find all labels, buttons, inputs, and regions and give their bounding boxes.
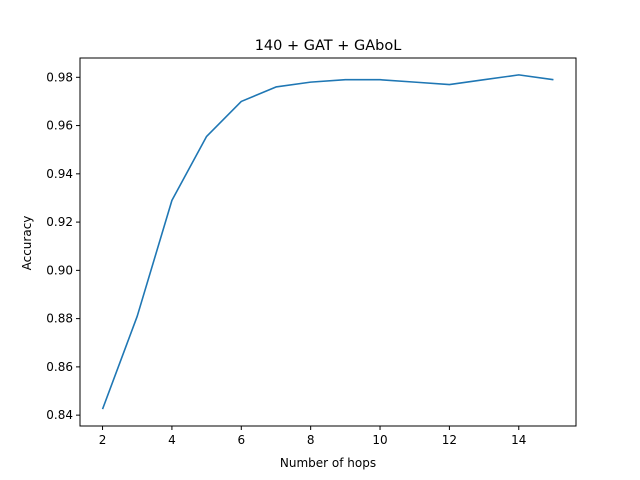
chart-title: 140 + GAT + GAboL (255, 38, 402, 54)
x-tick-label: 14 (511, 433, 526, 447)
y-axis-ticks: 0.84 0.86 0.88 0.90 0.92 0.94 0.96 0.98 (46, 70, 80, 422)
x-tick-label: 6 (237, 433, 245, 447)
x-tick-label: 10 (372, 433, 387, 447)
accuracy-line (101, 74, 554, 410)
y-tick-label: 0.90 (46, 263, 73, 277)
series-layer (101, 74, 554, 410)
x-tick-label: 4 (168, 433, 176, 447)
x-axis-ticks: 2 4 6 8 10 12 14 (99, 426, 526, 447)
x-axis-label: Number of hops (280, 456, 376, 470)
y-tick-label: 0.86 (46, 360, 73, 374)
plot-frame (79, 57, 577, 427)
y-tick-label: 0.88 (46, 312, 73, 326)
x-tick-label: 8 (307, 433, 315, 447)
y-tick-label: 0.84 (46, 408, 73, 422)
y-tick-label: 0.96 (46, 119, 73, 133)
y-tick-label: 0.94 (46, 167, 73, 181)
y-tick-label: 0.98 (46, 70, 73, 84)
y-axis-label: Accuracy (20, 216, 34, 271)
x-tick-label: 12 (442, 433, 457, 447)
x-tick-label: 2 (99, 433, 107, 447)
y-tick-label: 0.92 (46, 215, 73, 229)
